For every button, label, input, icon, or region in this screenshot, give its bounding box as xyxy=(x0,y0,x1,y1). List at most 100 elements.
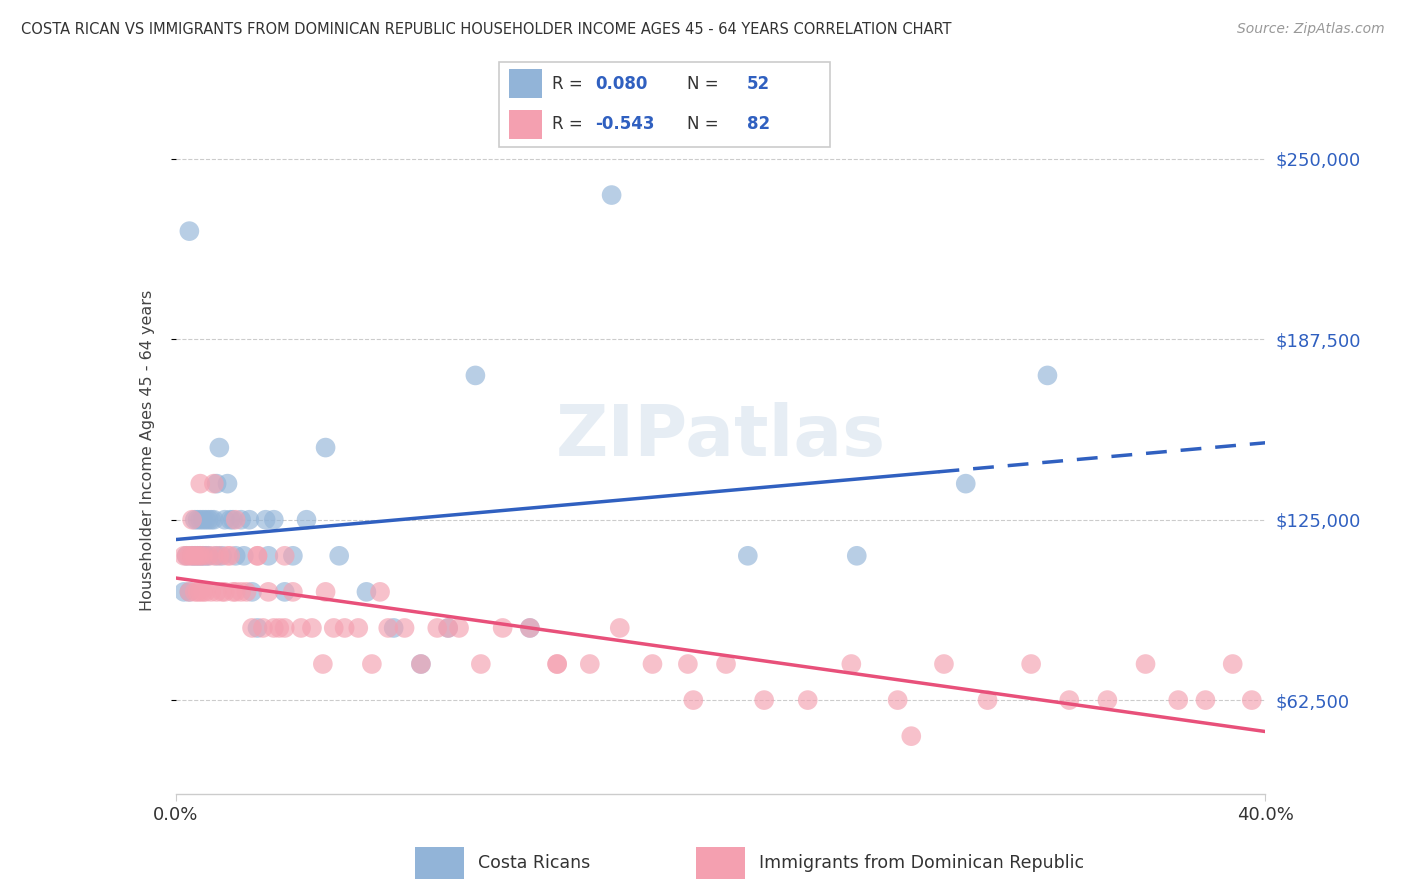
Point xyxy=(1019,657,1042,671)
Point xyxy=(184,549,207,563)
Point xyxy=(186,585,209,599)
Point xyxy=(519,621,541,635)
Point xyxy=(211,585,233,599)
Point xyxy=(600,188,623,202)
Point xyxy=(328,549,350,563)
Point xyxy=(188,513,211,527)
Text: 82: 82 xyxy=(747,115,770,133)
Point xyxy=(173,549,195,563)
Point xyxy=(976,693,998,707)
Point xyxy=(197,549,219,563)
Point xyxy=(197,549,219,563)
Point xyxy=(1135,657,1157,671)
Point xyxy=(932,657,955,671)
Point xyxy=(202,476,225,491)
Point xyxy=(447,621,470,635)
Point xyxy=(176,549,198,563)
Point xyxy=(184,513,207,527)
Point xyxy=(200,585,222,599)
Point xyxy=(315,441,337,455)
Point xyxy=(254,513,277,527)
Point xyxy=(281,549,304,563)
Point xyxy=(437,621,460,635)
Point xyxy=(181,549,204,563)
Point xyxy=(312,657,335,671)
Point xyxy=(191,549,214,563)
Point xyxy=(179,585,201,599)
Point xyxy=(290,621,312,635)
Point xyxy=(194,585,217,599)
Point xyxy=(368,585,391,599)
Point xyxy=(464,368,486,383)
Point xyxy=(845,549,868,563)
Point xyxy=(235,585,257,599)
Point xyxy=(900,729,922,743)
Point xyxy=(1240,693,1263,707)
Point xyxy=(274,549,297,563)
Point xyxy=(181,513,204,527)
Point xyxy=(181,549,204,563)
Point xyxy=(281,585,304,599)
Point xyxy=(714,657,737,671)
Point xyxy=(1222,657,1244,671)
Point xyxy=(682,693,704,707)
Point xyxy=(231,513,253,527)
Point xyxy=(211,549,233,563)
Point xyxy=(356,585,378,599)
Point xyxy=(754,693,776,707)
Text: 0.080: 0.080 xyxy=(595,75,647,93)
Point xyxy=(186,549,209,563)
Point xyxy=(222,513,245,527)
Text: N =: N = xyxy=(688,115,724,133)
Point xyxy=(188,476,211,491)
Point xyxy=(274,621,297,635)
FancyBboxPatch shape xyxy=(696,847,745,879)
FancyBboxPatch shape xyxy=(509,110,543,139)
Point xyxy=(197,513,219,527)
Text: Costa Ricans: Costa Ricans xyxy=(478,854,591,872)
Point xyxy=(1167,693,1189,707)
Point xyxy=(347,621,370,635)
Point xyxy=(886,693,908,707)
Text: Source: ZipAtlas.com: Source: ZipAtlas.com xyxy=(1237,22,1385,37)
Text: N =: N = xyxy=(688,75,724,93)
Point xyxy=(191,549,214,563)
Point xyxy=(333,621,356,635)
Point xyxy=(219,513,242,527)
Point xyxy=(225,513,247,527)
Point xyxy=(257,549,280,563)
Point xyxy=(194,549,217,563)
Point xyxy=(238,513,260,527)
Point xyxy=(470,657,492,671)
Point xyxy=(225,585,247,599)
Point xyxy=(797,693,820,707)
Point xyxy=(546,657,568,671)
Point xyxy=(217,549,239,563)
Point xyxy=(214,585,236,599)
Point xyxy=(240,621,263,635)
Point xyxy=(225,549,247,563)
Point xyxy=(519,621,541,635)
Point xyxy=(1194,693,1216,707)
Point xyxy=(426,621,449,635)
Point xyxy=(269,621,291,635)
Point xyxy=(737,549,759,563)
Point xyxy=(205,549,228,563)
Text: R =: R = xyxy=(553,115,588,133)
Point xyxy=(609,621,631,635)
Point xyxy=(173,585,195,599)
Point xyxy=(184,585,207,599)
Text: R =: R = xyxy=(553,75,588,93)
Point xyxy=(322,621,344,635)
Point xyxy=(186,513,209,527)
Point xyxy=(263,621,285,635)
Y-axis label: Householder Income Ages 45 - 64 years: Householder Income Ages 45 - 64 years xyxy=(141,290,155,611)
Point xyxy=(194,513,217,527)
Point xyxy=(301,621,323,635)
Point xyxy=(382,621,405,635)
FancyBboxPatch shape xyxy=(509,70,543,98)
Point xyxy=(315,585,337,599)
Point xyxy=(191,585,214,599)
Text: Immigrants from Dominican Republic: Immigrants from Dominican Republic xyxy=(759,854,1084,872)
Point xyxy=(186,549,209,563)
